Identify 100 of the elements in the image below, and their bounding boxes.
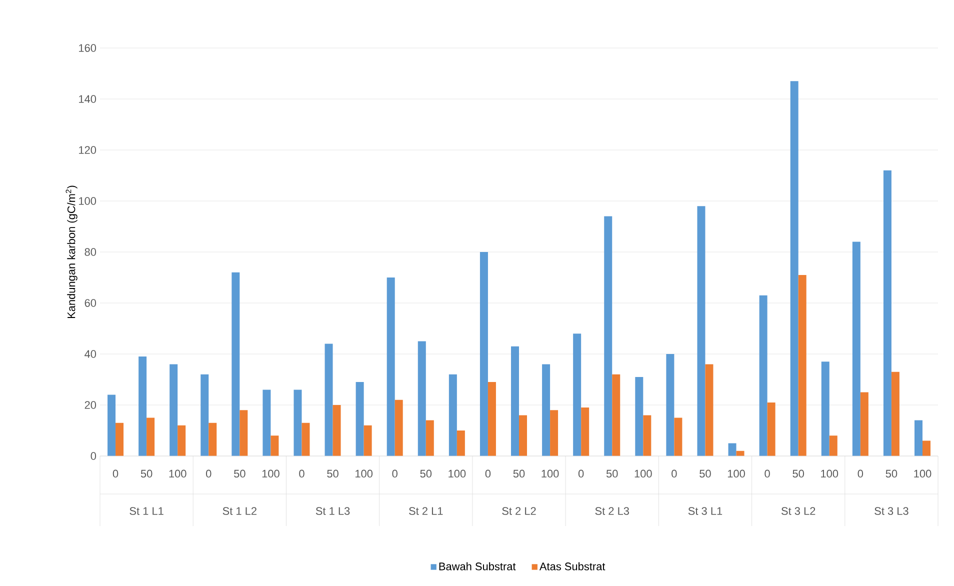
bar bbox=[550, 410, 558, 456]
text: St 1 L2 bbox=[222, 507, 256, 515]
bar bbox=[456, 430, 465, 456]
bar bbox=[612, 374, 620, 456]
bar bbox=[270, 436, 279, 456]
x-tick-label: 50 bbox=[140, 470, 152, 478]
bar bbox=[767, 402, 776, 456]
bar bbox=[798, 274, 806, 456]
x-tick-label: 50 bbox=[234, 470, 246, 478]
bar bbox=[697, 206, 706, 456]
x-tick-label: 100 bbox=[728, 470, 745, 478]
bar bbox=[262, 390, 271, 456]
x-tick-label: 100 bbox=[448, 470, 466, 478]
bar bbox=[635, 376, 644, 456]
bar bbox=[200, 374, 209, 456]
bar bbox=[790, 81, 798, 456]
x-tick-label: 100 bbox=[821, 470, 838, 478]
y-tick-label: 160 bbox=[79, 44, 96, 52]
bar bbox=[146, 418, 155, 456]
bar bbox=[240, 410, 248, 456]
bar bbox=[674, 418, 682, 456]
text: St 1 L3 bbox=[316, 507, 350, 515]
bar bbox=[759, 295, 768, 456]
x-tick-label: 100 bbox=[634, 470, 652, 478]
x-tick-label: 100 bbox=[914, 470, 932, 478]
y-tick-label: 80 bbox=[84, 248, 96, 256]
bar bbox=[883, 170, 892, 456]
x-tick-label: 0 bbox=[112, 470, 118, 478]
bar bbox=[332, 405, 341, 456]
y-tick-label: 120 bbox=[79, 146, 96, 154]
text: St 2 L1 bbox=[409, 507, 443, 515]
x-tick-label: 100 bbox=[262, 470, 280, 478]
text: St 2 L2 bbox=[502, 507, 536, 515]
x-tick-label: 0 bbox=[764, 470, 770, 478]
bar bbox=[364, 425, 372, 456]
x-tick-label: 50 bbox=[886, 470, 898, 478]
bar bbox=[573, 334, 582, 456]
bar bbox=[914, 420, 922, 456]
y-tick-label: 0 bbox=[90, 452, 96, 460]
x-tick-label: 100 bbox=[356, 470, 373, 478]
bar bbox=[426, 420, 434, 456]
bar bbox=[604, 216, 612, 456]
bar bbox=[519, 415, 528, 456]
bar bbox=[581, 408, 590, 456]
x-tick-label: 100 bbox=[542, 470, 559, 478]
bar bbox=[852, 242, 860, 456]
x-tick-label: 0 bbox=[206, 470, 212, 478]
bar bbox=[705, 364, 714, 456]
x-tick-label: 0 bbox=[578, 470, 584, 478]
bar bbox=[488, 382, 496, 456]
x-tick-label: 0 bbox=[485, 470, 491, 478]
x-tick-label: 50 bbox=[700, 470, 711, 478]
bar bbox=[821, 362, 830, 456]
x-tick-label: 50 bbox=[606, 470, 618, 478]
y-tick-label: 100 bbox=[79, 197, 96, 205]
bar bbox=[178, 425, 186, 456]
bar bbox=[324, 344, 333, 456]
text: St 1 L1 bbox=[130, 507, 164, 515]
y-tick-label: 60 bbox=[84, 299, 96, 307]
x-tick-label: 50 bbox=[792, 470, 804, 478]
y-tick-label: 20 bbox=[84, 401, 96, 409]
bar bbox=[232, 272, 240, 456]
bar bbox=[108, 394, 116, 456]
text: St 3 L1 bbox=[688, 507, 722, 515]
bar bbox=[829, 436, 838, 456]
bar bbox=[294, 390, 302, 456]
legend-label: Atas Substrat bbox=[539, 562, 606, 570]
bar bbox=[302, 422, 310, 456]
bar bbox=[860, 392, 868, 456]
bar bbox=[728, 443, 736, 456]
y-tick-label: 40 bbox=[84, 350, 96, 358]
bar bbox=[511, 346, 520, 456]
bar bbox=[386, 278, 395, 456]
bar bbox=[643, 415, 652, 456]
x-tick-label: 0 bbox=[392, 470, 398, 478]
y-axis-title: Kandungan karbon (gC/m$^{2}$) bbox=[66, 186, 78, 318]
text: St 3 L3 bbox=[874, 507, 908, 515]
x-tick-label: 100 bbox=[169, 470, 186, 478]
bar bbox=[170, 364, 178, 456]
x-tick-label: 50 bbox=[420, 470, 432, 478]
bar bbox=[356, 382, 364, 456]
text: St 3 L2 bbox=[781, 507, 816, 515]
bar bbox=[480, 252, 488, 456]
bar bbox=[542, 364, 550, 456]
bar bbox=[116, 422, 124, 456]
x-tick-label: 50 bbox=[327, 470, 338, 478]
bar bbox=[394, 400, 403, 456]
x-tick-label: 0 bbox=[858, 470, 864, 478]
bar bbox=[448, 374, 457, 456]
bar bbox=[666, 354, 674, 456]
bar bbox=[922, 440, 930, 456]
bar bbox=[418, 341, 426, 456]
y-tick-label: 140 bbox=[79, 95, 96, 103]
x-tick-label: 0 bbox=[299, 470, 304, 478]
legend-label: Bawah Substrat bbox=[439, 562, 516, 570]
x-tick-label: 50 bbox=[513, 470, 525, 478]
bar bbox=[891, 372, 900, 456]
x-tick-label: 0 bbox=[672, 470, 677, 478]
bar bbox=[138, 356, 147, 456]
bar bbox=[208, 422, 217, 456]
